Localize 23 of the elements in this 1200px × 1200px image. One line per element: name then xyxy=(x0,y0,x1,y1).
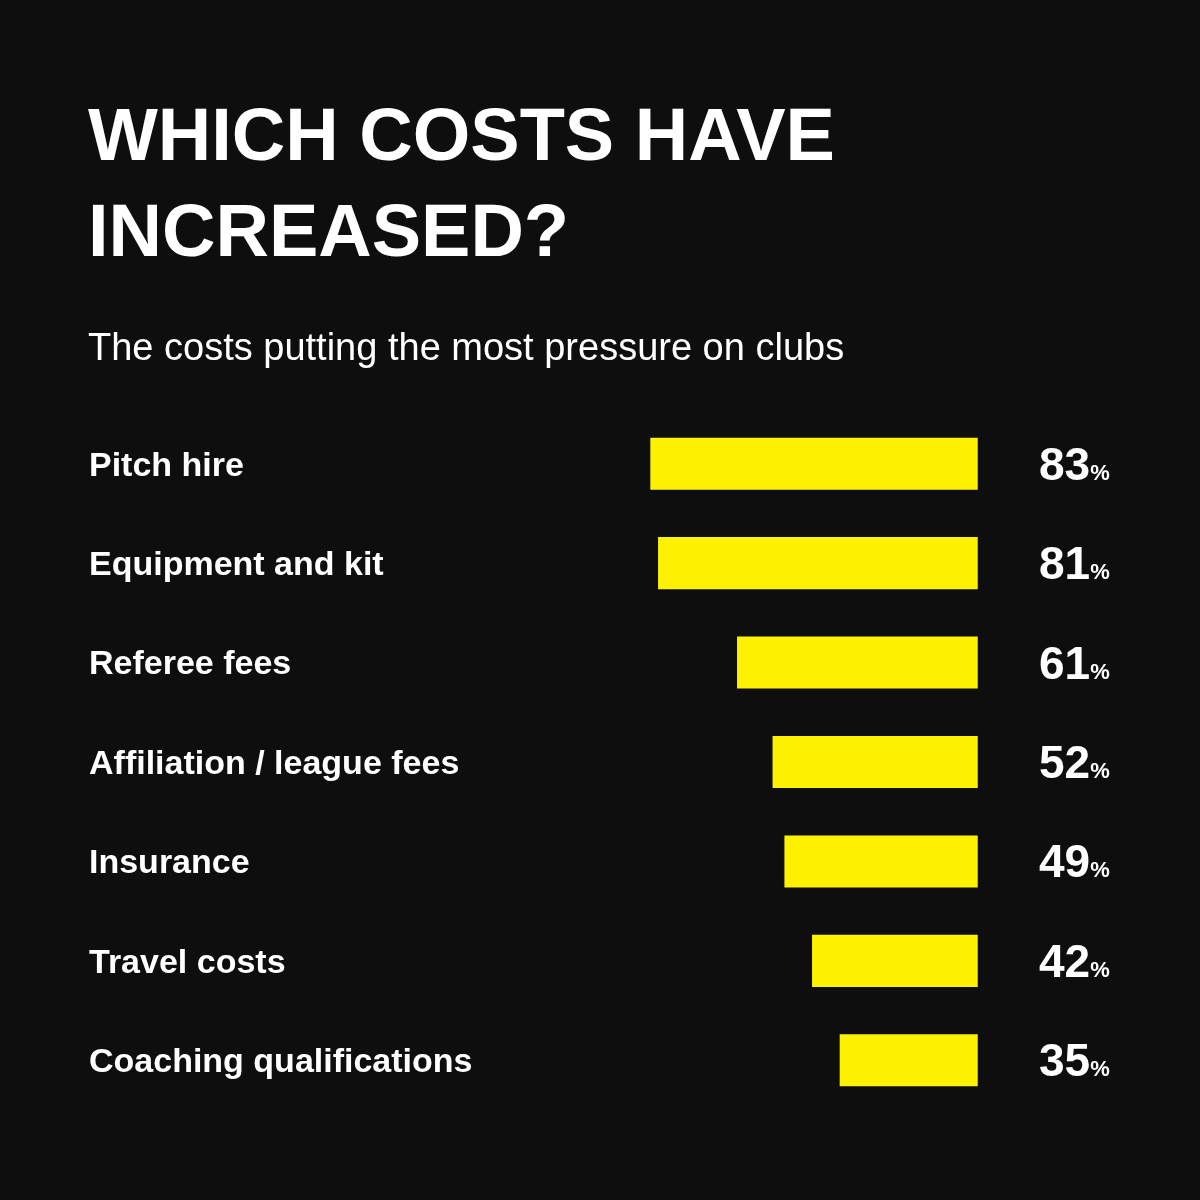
data-label: 52% xyxy=(1039,736,1110,788)
data-label: 42% xyxy=(1039,935,1110,987)
chart-subtitle: The costs putting the most pressure on clubs xyxy=(88,325,845,368)
bar xyxy=(650,437,978,490)
data-label: 81% xyxy=(1039,537,1110,589)
data-label: 35% xyxy=(1039,1034,1110,1086)
y-tick-label: Pitch hire xyxy=(89,444,244,483)
bar xyxy=(772,735,978,789)
y-tick-label: Insurance xyxy=(89,842,250,881)
y-tick-label: Coaching qualifications xyxy=(89,1041,473,1080)
bar xyxy=(839,1034,978,1087)
y-tick-label: Equipment and kit xyxy=(89,544,384,583)
bar xyxy=(812,934,978,987)
bar xyxy=(784,835,978,888)
y-tick-label: Referee fees xyxy=(89,643,292,682)
bar xyxy=(658,537,978,590)
bar xyxy=(737,636,978,689)
data-label: 49% xyxy=(1039,835,1110,887)
data-label: 83% xyxy=(1039,438,1110,490)
chart-title: WHICH COSTS HAVE INCREASED? xyxy=(88,93,835,273)
data-label: 61% xyxy=(1039,637,1110,689)
y-tick-label: Travel costs xyxy=(89,941,286,980)
y-tick-label: Affiliation / league fees xyxy=(89,742,460,781)
